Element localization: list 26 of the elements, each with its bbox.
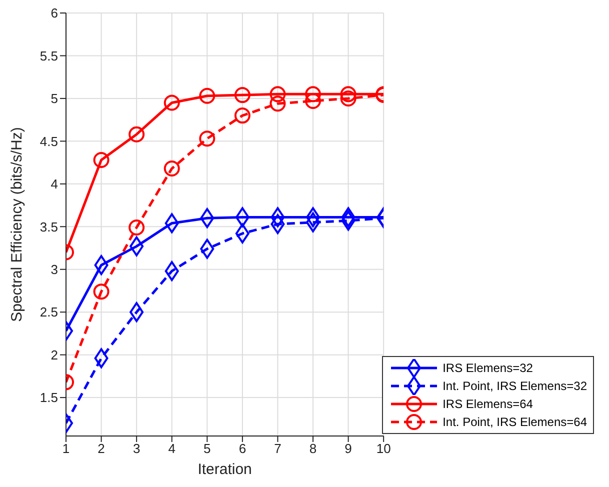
y-tick-label: 6 [50, 6, 58, 21]
y-tick-label: 5 [50, 91, 58, 106]
x-tick-label: 10 [376, 441, 391, 456]
y-tick-label: 3 [50, 262, 58, 277]
legend-label: Int. Point, IRS Elemens=32 [442, 379, 587, 393]
y-tick-label: 4.5 [40, 134, 58, 149]
x-tick-label: 2 [98, 441, 105, 456]
y-tick-label: 3.5 [40, 219, 58, 234]
y-tick-label: 5.5 [40, 48, 58, 64]
x-tick-label: 7 [274, 441, 282, 456]
legend-label: IRS Elemens=32 [442, 361, 533, 375]
x-tick-label: 6 [238, 441, 246, 456]
legend-label: IRS Elemens=64 [442, 397, 533, 411]
y-tick-label: 2 [50, 347, 58, 362]
y-tick-label: 4 [50, 176, 58, 192]
x-tick-label: 8 [309, 441, 317, 456]
y-tick-label: 1.5 [40, 390, 58, 406]
x-tick-label: 4 [168, 441, 176, 456]
legend-label: Int. Point, IRS Elemens=64 [442, 415, 587, 429]
x-tick-label: 9 [344, 441, 352, 456]
x-tick-label: 5 [204, 441, 211, 456]
x-tick-label: 3 [132, 441, 140, 456]
y-axis-title: Spectral Efficiency (bits/s/Hz) [8, 127, 26, 322]
y-tick-label: 2.5 [40, 304, 58, 320]
x-axis-title: Iteration [198, 461, 252, 478]
x-tick-label: 1 [62, 441, 70, 456]
